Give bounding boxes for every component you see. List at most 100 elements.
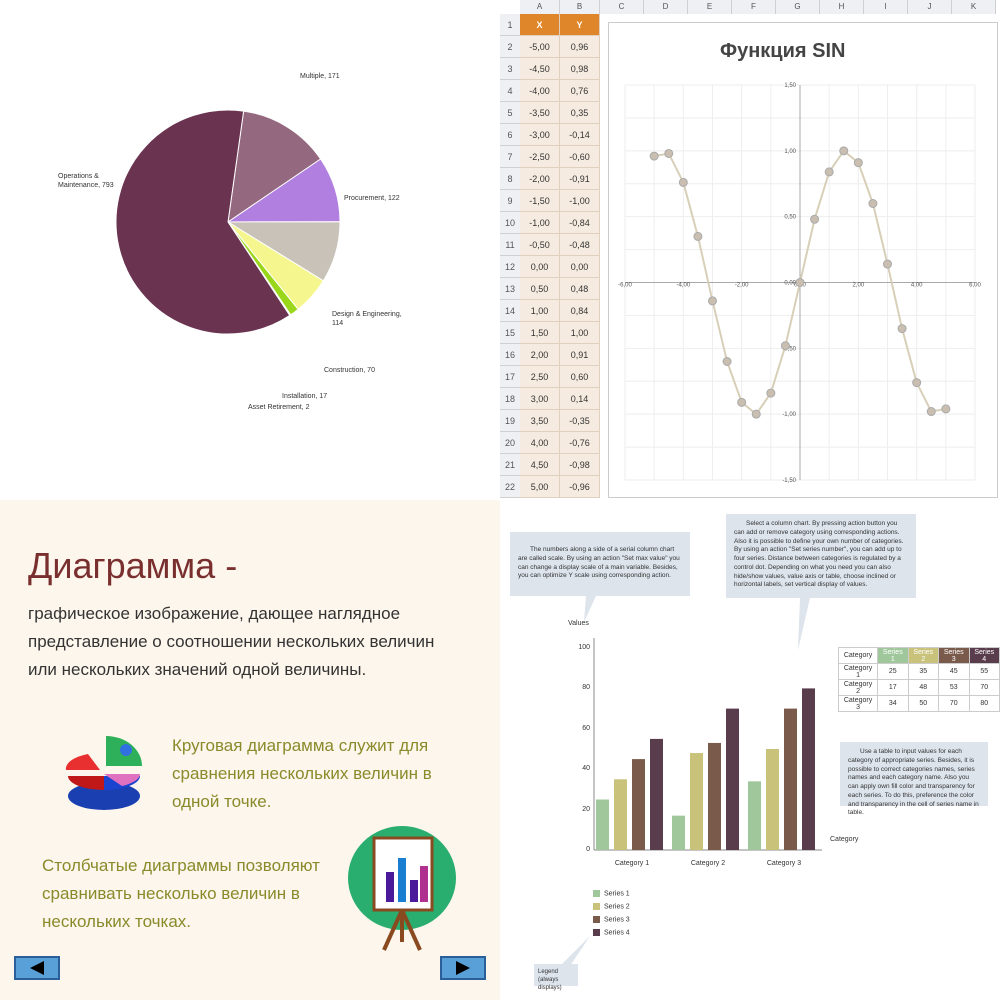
table-series-header[interactable]: Series 1 bbox=[877, 647, 909, 664]
slide-definition: графическое изображение, дающее наглядно… bbox=[28, 604, 435, 679]
cell-x: 4,00 bbox=[520, 432, 560, 454]
sin-point bbox=[751, 409, 761, 419]
bar[interactable] bbox=[784, 708, 797, 850]
table-series-header[interactable]: Series 4 bbox=[968, 647, 1000, 664]
sin-point bbox=[868, 199, 878, 208]
column-header: E bbox=[688, 0, 732, 14]
cell-y: -0,76 bbox=[560, 432, 600, 454]
cell-x: -3,00 bbox=[520, 124, 560, 146]
table-value-cell[interactable]: 45 bbox=[938, 663, 970, 680]
row-header: 17 bbox=[500, 366, 520, 388]
pie-slice-label: Procurement, 122 bbox=[344, 195, 400, 202]
sin-point bbox=[766, 388, 776, 398]
legend-swatch bbox=[593, 916, 600, 923]
previous-slide-button[interactable] bbox=[14, 956, 60, 980]
x-tick-label: 2,00 bbox=[852, 283, 864, 289]
table-value-cell[interactable]: 70 bbox=[938, 695, 970, 712]
table-value-cell[interactable]: 48 bbox=[907, 679, 940, 696]
table-value-cell[interactable]: 35 bbox=[907, 663, 940, 680]
table-value-cell[interactable]: 25 bbox=[877, 663, 909, 680]
sin-chart-frame[interactable] bbox=[608, 22, 998, 498]
bar[interactable] bbox=[726, 708, 739, 850]
pie-slice-label: Construction, 70 bbox=[324, 367, 375, 374]
cell-x: 1,50 bbox=[520, 322, 560, 344]
y-tick-label: 0,50 bbox=[784, 215, 796, 221]
table-value-cell[interactable]: 55 bbox=[968, 663, 1000, 680]
table-value-cell[interactable]: 70 bbox=[968, 679, 1000, 696]
bar-chart[interactable] bbox=[500, 500, 1000, 1000]
data-table[interactable]: Category Series 1 Series 2 Series 3 Series 4… bbox=[837, 647, 1000, 712]
easel-chart-icon bbox=[348, 826, 456, 951]
cell-header-y: Y bbox=[560, 14, 600, 36]
bar[interactable] bbox=[690, 753, 703, 850]
legend-label: Series 2 bbox=[604, 903, 630, 911]
table-header-cell: Category bbox=[837, 647, 879, 664]
sin-point bbox=[722, 357, 732, 366]
column-header: G bbox=[776, 0, 820, 14]
callout-select: Select a column chart. By pressing actio… bbox=[726, 514, 916, 598]
table-category-cell[interactable]: Category 2 bbox=[837, 679, 879, 696]
row-header: 18 bbox=[500, 388, 520, 410]
cell-y: 0,96 bbox=[560, 36, 600, 58]
cell-y: -0,98 bbox=[560, 454, 600, 476]
y-tick-label: -1,00 bbox=[782, 412, 796, 418]
sin-point bbox=[853, 158, 863, 168]
cell-x: -4,50 bbox=[520, 58, 560, 80]
y-tick-label: -1,50 bbox=[782, 478, 796, 484]
legend-swatch bbox=[593, 890, 600, 897]
pie-chart-panel: Multiple, 171 Procurement, 122 Design & En… bbox=[0, 0, 500, 500]
bar[interactable] bbox=[614, 779, 627, 850]
arrow-left-icon bbox=[30, 961, 44, 975]
row-header: 14 bbox=[500, 300, 520, 322]
cell-x: -2,50 bbox=[520, 146, 560, 168]
cell-y: 0,00 bbox=[560, 256, 600, 278]
table-value-cell[interactable]: 50 bbox=[907, 695, 940, 712]
table-value-cell[interactable]: 53 bbox=[938, 679, 970, 696]
cell-y: 0,91 bbox=[560, 344, 600, 366]
bar[interactable] bbox=[748, 781, 761, 850]
category-label: Category 2 bbox=[690, 860, 726, 867]
callout-pointers bbox=[560, 596, 810, 966]
table-category-cell[interactable]: Category 3 bbox=[837, 695, 879, 712]
cell-x: 3,50 bbox=[520, 410, 560, 432]
column-header: F bbox=[732, 0, 776, 14]
category-label: Category 1 bbox=[614, 860, 650, 867]
cell-x: 3,00 bbox=[520, 388, 560, 410]
sin-point bbox=[795, 278, 805, 287]
cell-y: 1,00 bbox=[560, 322, 600, 344]
y-tick-label: 1,50 bbox=[784, 83, 796, 89]
callout-table: Use a table to input values for each cat… bbox=[840, 742, 988, 816]
bar[interactable] bbox=[632, 759, 645, 850]
pie-slice-label: Multiple, 171 bbox=[300, 73, 340, 80]
table-value-cell[interactable]: 17 bbox=[877, 679, 909, 696]
table-series-header[interactable]: Series 3 bbox=[938, 647, 970, 664]
bar[interactable] bbox=[650, 738, 663, 850]
y-tick-label: 60 bbox=[582, 724, 590, 732]
bar[interactable] bbox=[766, 749, 779, 850]
row-header: 2 bbox=[500, 36, 520, 58]
table-value-cell[interactable]: 80 bbox=[968, 695, 1000, 712]
pie-slice-label: Installation, 17 bbox=[282, 393, 328, 400]
row-header: 10 bbox=[500, 212, 520, 234]
x-tick-label: 6,00 bbox=[969, 283, 981, 289]
bar[interactable] bbox=[596, 799, 609, 851]
bar[interactable] bbox=[708, 742, 721, 850]
cell-y: 0,14 bbox=[560, 388, 600, 410]
next-slide-button[interactable] bbox=[440, 956, 486, 980]
row-header: 22 bbox=[500, 476, 520, 498]
table-category-cell[interactable]: Category 1 bbox=[837, 663, 879, 680]
sin-point bbox=[737, 397, 747, 407]
cell-y: -0,14 bbox=[560, 124, 600, 146]
cell-x: -5,00 bbox=[520, 36, 560, 58]
row-header: 15 bbox=[500, 322, 520, 344]
y-tick-label: 0 bbox=[586, 846, 590, 853]
column-header: D bbox=[644, 0, 688, 14]
bar[interactable] bbox=[802, 688, 815, 850]
pie-slice bbox=[227, 110, 322, 224]
bar[interactable] bbox=[672, 815, 685, 850]
table-value-cell[interactable]: 34 bbox=[877, 695, 909, 712]
row-header: 11 bbox=[500, 234, 520, 256]
row-header: 5 bbox=[500, 102, 520, 124]
legend-item: Series 2 bbox=[593, 903, 630, 910]
table-series-header[interactable]: Series 2 bbox=[907, 647, 940, 664]
